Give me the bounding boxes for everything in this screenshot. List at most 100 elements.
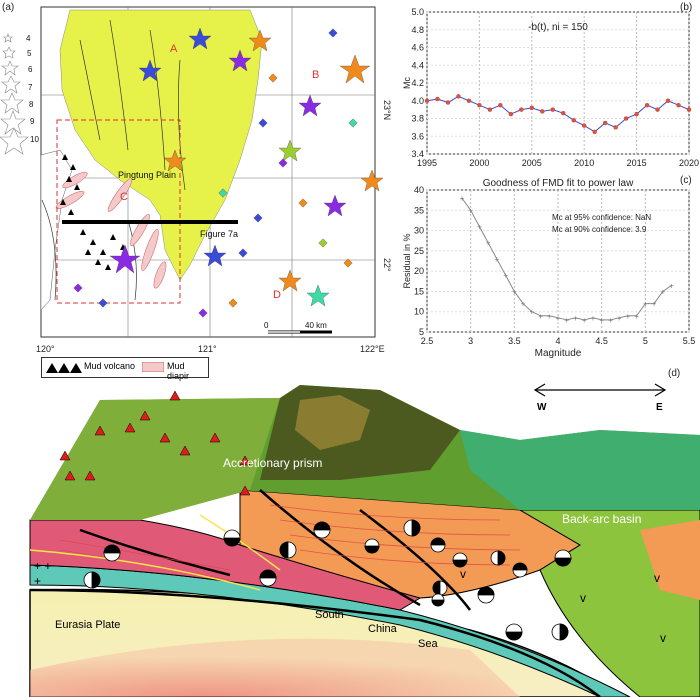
data-point: + bbox=[460, 194, 465, 203]
panel-label-c: (c) bbox=[680, 175, 692, 186]
panel-label-d: (d) bbox=[668, 368, 681, 379]
y-axis-label: Mc bbox=[402, 77, 412, 89]
data-point: + bbox=[503, 271, 508, 280]
mud-diapirs bbox=[55, 171, 167, 289]
mud-diapir-symbol bbox=[142, 362, 164, 372]
data-point: + bbox=[556, 314, 561, 323]
svg-text:+: + bbox=[34, 574, 41, 588]
x-tick-label: 5 bbox=[643, 336, 648, 346]
label-back-arc-basin: Back-arc basin bbox=[562, 512, 641, 526]
y-tick-label: 30 bbox=[414, 226, 424, 236]
label-china: China bbox=[368, 623, 398, 635]
y-tick-label: 25 bbox=[414, 246, 424, 256]
label-south: South bbox=[315, 609, 344, 621]
region-label-c: C bbox=[120, 191, 128, 203]
y-tick-label: 3.6 bbox=[411, 131, 424, 141]
earthquake-markers bbox=[109, 27, 384, 307]
thrust-faults bbox=[29, 489, 601, 697]
x-tick-label: 5.5 bbox=[683, 336, 696, 346]
data-point bbox=[435, 96, 440, 102]
x-tick-label: 2000 bbox=[469, 158, 489, 168]
earthquake-diamonds bbox=[73, 28, 358, 318]
x-tick-label: 2005 bbox=[522, 158, 542, 168]
mag-legend-6: 6 bbox=[28, 65, 33, 74]
mud-volcano-label: Mud volcano bbox=[84, 361, 136, 371]
data-point bbox=[529, 105, 535, 111]
map-legend: Mud volcano Mud diapir bbox=[41, 357, 209, 381]
y-tick-label: 35 bbox=[414, 205, 424, 215]
y-axis-label: Residual in % bbox=[402, 233, 412, 288]
figure-ref-label: Figure 7a bbox=[200, 229, 238, 239]
mud-volcano-symbol bbox=[46, 363, 82, 373]
data-point bbox=[466, 98, 472, 103]
fault-lines bbox=[41, 19, 186, 301]
magnitude-legend bbox=[0, 33, 29, 155]
x-tick-label: 2020 bbox=[679, 158, 699, 168]
lat-tick-23: 23°N bbox=[382, 100, 392, 120]
data-point: + bbox=[468, 206, 473, 215]
svg-text:v: v bbox=[660, 631, 666, 645]
svg-text:v: v bbox=[460, 567, 466, 581]
data-point bbox=[508, 111, 514, 117]
chart-title: Goodness of FMD fit to power law bbox=[483, 178, 634, 189]
y-tick-label: 4.4 bbox=[411, 60, 424, 70]
data-point bbox=[456, 94, 461, 99]
mud-diapir-label: Mud diapir bbox=[167, 361, 190, 381]
mag-legend-10: 10 bbox=[30, 135, 39, 144]
data-point bbox=[644, 102, 650, 108]
y-tick-label: 4.0 bbox=[411, 96, 424, 106]
data-point bbox=[602, 120, 608, 126]
orange-red-strata bbox=[59, 504, 521, 581]
x-tick-label: 2015 bbox=[627, 158, 647, 168]
data-point: + bbox=[538, 312, 543, 321]
data-point bbox=[613, 125, 618, 130]
y-tick-label: 3.4 bbox=[411, 149, 424, 159]
land-west-strip bbox=[40, 149, 73, 311]
data-point: + bbox=[643, 300, 648, 309]
y-tick-label: 20 bbox=[414, 266, 424, 276]
data-point bbox=[655, 107, 660, 112]
mc-time-chart: 1995 2000 2005 2010 2015 2020 5.0 4.8 4.6 4.4 4.2 4… bbox=[402, 7, 699, 168]
y-tick-label: 5.0 bbox=[411, 7, 424, 17]
fmd-fit-chart: 2.5 3 3.5 4 4.5 5 5.5 40 35 30 25 20 15 10 5 Goodness o… bbox=[402, 178, 696, 359]
data-point: + bbox=[495, 255, 500, 264]
data-point bbox=[550, 107, 555, 112]
mag-legend-4: 4 bbox=[26, 34, 31, 43]
data-point bbox=[571, 118, 576, 123]
y-tick-label: 40 bbox=[414, 185, 424, 195]
label-accretionary-prism: Accretionary prism bbox=[223, 456, 322, 470]
data-point: + bbox=[634, 312, 639, 321]
data-point bbox=[519, 107, 524, 112]
region-label-b: B bbox=[312, 69, 319, 81]
mag-legend-9: 9 bbox=[30, 117, 35, 126]
data-point bbox=[540, 109, 545, 114]
svg-text:+ +: + + bbox=[34, 559, 51, 573]
label-sea: Sea bbox=[418, 638, 438, 650]
mag-legend-7: 7 bbox=[28, 83, 33, 92]
data-point bbox=[634, 111, 639, 117]
y-tick-label: 15 bbox=[414, 286, 424, 296]
data-point: + bbox=[591, 314, 596, 323]
data-point: + bbox=[617, 314, 622, 323]
data-point bbox=[498, 102, 503, 108]
data-point bbox=[592, 129, 597, 135]
data-point bbox=[665, 98, 671, 103]
direction-w: W bbox=[537, 402, 547, 413]
x-tick-label: 3.5 bbox=[508, 336, 521, 346]
mag-legend-8: 8 bbox=[29, 100, 34, 109]
data-point bbox=[424, 98, 430, 103]
data-point: + bbox=[521, 300, 526, 309]
region-label-a: A bbox=[170, 43, 178, 55]
data-point: + bbox=[529, 308, 534, 317]
panel-label-b: (b) bbox=[680, 2, 693, 13]
x-tick-label: 2010 bbox=[574, 158, 594, 168]
y-tick-label: 3.8 bbox=[411, 114, 424, 124]
y-tick-label: 5 bbox=[419, 327, 424, 337]
data-point: + bbox=[626, 312, 631, 321]
mag-legend-5: 5 bbox=[27, 49, 32, 58]
direction-e: E bbox=[656, 402, 663, 413]
data-point: + bbox=[660, 287, 665, 296]
lon-tick-120: 120° bbox=[36, 344, 55, 354]
data-point: + bbox=[512, 287, 517, 296]
panel-label-a: (a) bbox=[2, 2, 15, 13]
